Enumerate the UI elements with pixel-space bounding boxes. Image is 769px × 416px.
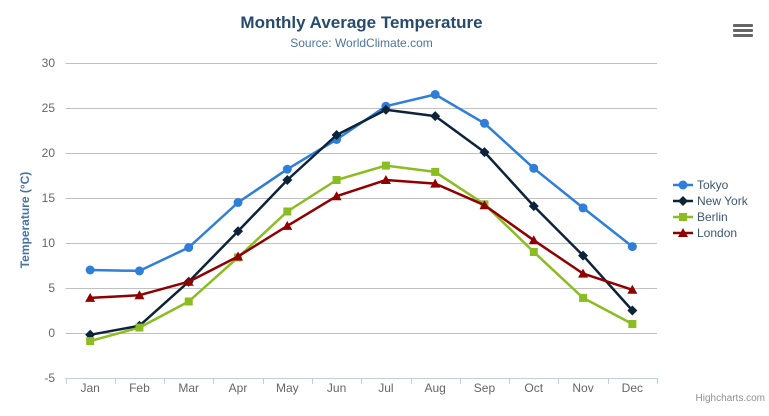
- legend-item-new-york[interactable]: New York: [673, 193, 748, 209]
- credits-link[interactable]: Highcharts.com: [695, 393, 765, 404]
- hamburger-icon: [733, 24, 753, 27]
- x-axis-label-may: May: [275, 381, 299, 395]
- x-axis: [65, 378, 658, 384]
- x-axis-label-dec: Dec: [621, 381, 644, 395]
- point-new-york-apr[interactable]: [233, 226, 244, 237]
- y-axis-label: 25: [41, 101, 55, 115]
- series-london[interactable]: [85, 175, 638, 302]
- point-london-aug[interactable]: [430, 178, 441, 188]
- point-berlin-nov[interactable]: [579, 293, 588, 302]
- point-berlin-dec[interactable]: [628, 320, 637, 328]
- legend: Tokyo New York Berlin London: [673, 177, 748, 241]
- point-new-york-nov[interactable]: [578, 250, 589, 261]
- hamburger-icon: [733, 34, 753, 37]
- point-london-sep[interactable]: [479, 200, 490, 210]
- point-london-jun[interactable]: [331, 191, 342, 201]
- point-tokyo-dec[interactable]: [627, 242, 637, 252]
- point-tokyo-mar[interactable]: [184, 243, 194, 252]
- point-new-york-dec[interactable]: [627, 305, 638, 316]
- hamburger-icon: [733, 29, 753, 32]
- point-tokyo-feb[interactable]: [134, 266, 144, 276]
- x-axis-label-oct: Oct: [524, 381, 544, 395]
- point-new-york-jun[interactable]: [331, 130, 342, 140]
- y-axis-title: Temperature (°C): [18, 171, 32, 269]
- legend-item-berlin[interactable]: Berlin: [673, 209, 748, 225]
- legend-item-london[interactable]: London: [673, 225, 748, 241]
- point-tokyo-oct[interactable]: [529, 163, 539, 173]
- diamond-marker-icon: [673, 196, 693, 206]
- point-tokyo-sep[interactable]: [479, 118, 489, 128]
- x-axis-label-feb: Feb: [129, 381, 150, 395]
- point-tokyo-may[interactable]: [282, 164, 292, 174]
- point-new-york-sep[interactable]: [479, 147, 490, 158]
- x-axis-label-jul: Jul: [378, 381, 394, 395]
- point-london-oct[interactable]: [528, 235, 539, 245]
- y-axis-label: -5: [44, 371, 55, 385]
- x-axis-label-jun: Jun: [326, 381, 347, 395]
- point-new-york-jul[interactable]: [380, 104, 391, 115]
- legend-label: Berlin: [697, 210, 728, 224]
- point-new-york-oct[interactable]: [528, 201, 539, 212]
- point-london-jan[interactable]: [85, 292, 96, 302]
- y-axis-label: 0: [48, 326, 55, 340]
- x-axis-label-sep: Sep: [473, 381, 496, 395]
- point-london-dec[interactable]: [627, 284, 638, 294]
- y-axis-label: 5: [48, 281, 55, 295]
- legend-label: London: [697, 226, 738, 240]
- point-berlin-jul[interactable]: [381, 161, 390, 170]
- chart-title: Monthly Average Temperature: [240, 13, 483, 32]
- y-axis-label: 10: [41, 236, 55, 250]
- point-berlin-aug[interactable]: [431, 167, 440, 176]
- circle-marker-icon: [673, 180, 693, 190]
- series-new-york[interactable]: [85, 104, 638, 340]
- x-axis-label-nov: Nov: [572, 381, 594, 395]
- triangle-marker-icon: [673, 228, 693, 237]
- y-axis-label: 30: [41, 56, 55, 70]
- legend-label: Tokyo: [697, 178, 729, 192]
- point-tokyo-nov[interactable]: [578, 203, 588, 213]
- legend-label: New York: [697, 194, 748, 208]
- point-london-nov[interactable]: [578, 268, 589, 278]
- point-tokyo-apr[interactable]: [233, 198, 243, 207]
- gridlines: [65, 63, 657, 379]
- export-menu-button[interactable]: [729, 20, 757, 42]
- point-new-york-aug[interactable]: [430, 111, 441, 122]
- point-new-york-may[interactable]: [282, 175, 293, 185]
- point-berlin-jun[interactable]: [332, 176, 341, 184]
- point-london-mar[interactable]: [183, 276, 194, 286]
- x-axis-label-mar: Mar: [178, 381, 200, 395]
- x-axis-label-apr: Apr: [228, 381, 248, 395]
- x-axis-label-jan: Jan: [80, 381, 100, 395]
- point-berlin-may[interactable]: [283, 207, 292, 216]
- point-london-may[interactable]: [282, 220, 293, 230]
- point-london-apr[interactable]: [233, 251, 244, 261]
- point-tokyo-jan[interactable]: [85, 265, 95, 275]
- point-london-feb[interactable]: [134, 290, 145, 300]
- point-tokyo-aug[interactable]: [430, 90, 440, 99]
- point-berlin-jan[interactable]: [86, 337, 95, 346]
- series-tokyo[interactable]: [85, 90, 637, 276]
- point-berlin-oct[interactable]: [529, 248, 538, 256]
- y-axis-label: 20: [41, 146, 55, 160]
- square-marker-icon: [673, 213, 693, 221]
- point-berlin-feb[interactable]: [135, 323, 144, 332]
- legend-item-tokyo[interactable]: Tokyo: [673, 177, 748, 193]
- point-london-jul[interactable]: [380, 175, 391, 184]
- point-berlin-mar[interactable]: [184, 297, 193, 306]
- y-axis-label: 15: [41, 191, 55, 205]
- chart-subtitle: Source: WorldClimate.com: [290, 36, 433, 50]
- x-axis-label-aug: Aug: [424, 381, 446, 395]
